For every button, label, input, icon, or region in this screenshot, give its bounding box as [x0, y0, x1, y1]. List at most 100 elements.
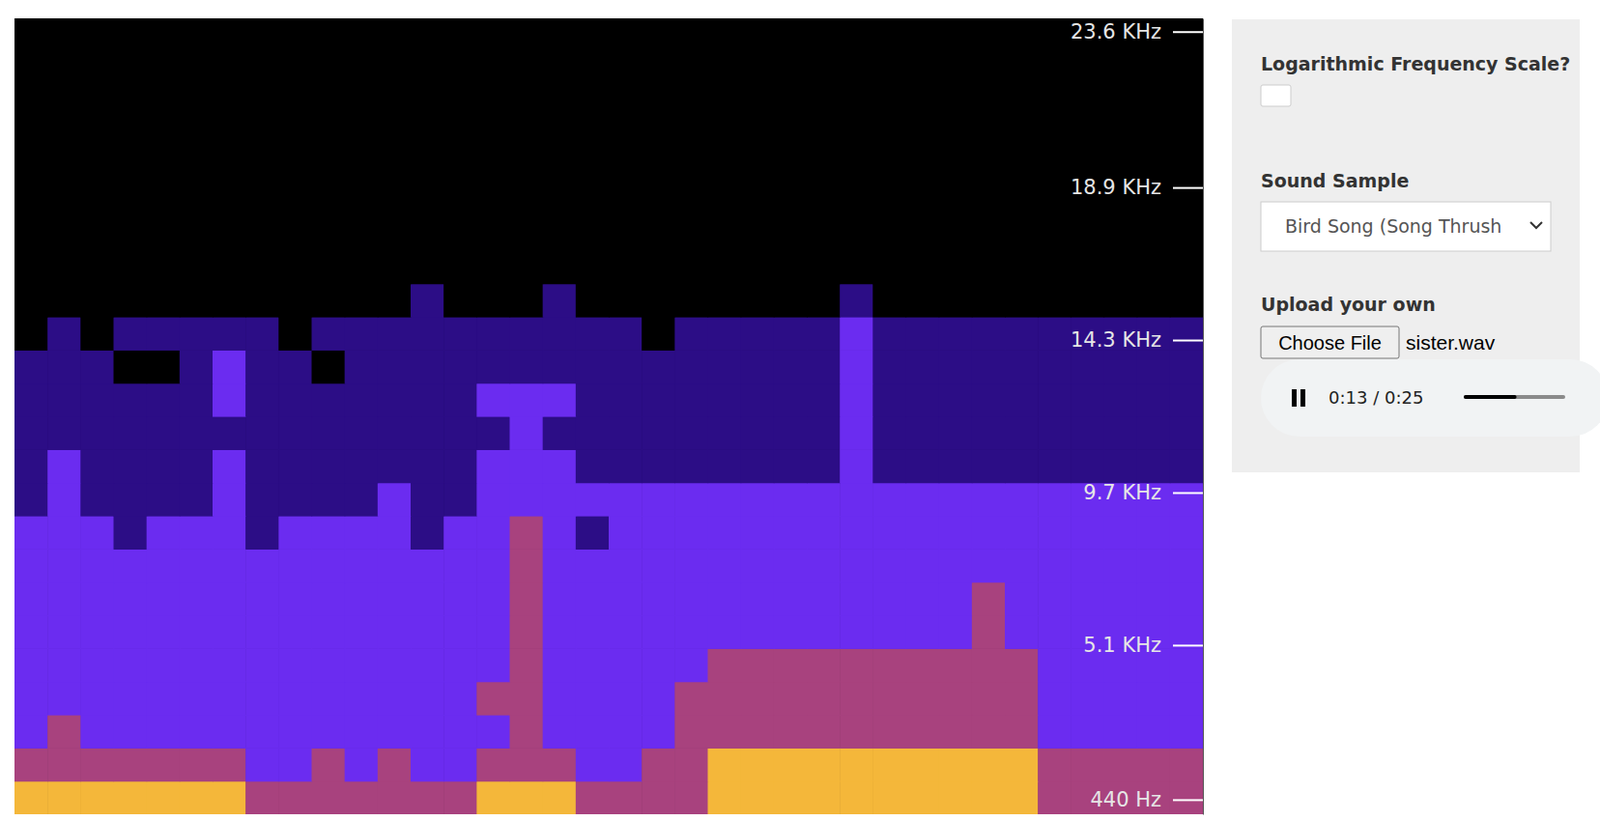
heatmap-cell [410, 747, 445, 782]
heatmap-cell [312, 582, 346, 617]
heatmap-cell [80, 383, 115, 418]
heatmap-cell [773, 416, 808, 451]
heatmap-cell [278, 217, 313, 252]
heatmap-cell [312, 349, 346, 384]
heatmap-cell [939, 515, 973, 550]
checkbox[interactable] [1260, 85, 1291, 107]
file-button[interactable] [1260, 326, 1400, 359]
heatmap-cell [839, 548, 874, 583]
heatmap-cell [146, 682, 181, 716]
heatmap-cell [14, 117, 49, 152]
heatmap-cell [146, 85, 181, 119]
heatmap-cell [773, 217, 808, 252]
heatmap-cell [939, 449, 973, 484]
sample-select[interactable] [1260, 201, 1551, 252]
heatmap-cell [971, 284, 1006, 318]
progress-track[interactable] [1463, 395, 1566, 400]
heatmap-cell [906, 316, 941, 351]
heatmap-cell [1070, 250, 1105, 285]
heatmap-cell [146, 316, 181, 351]
heatmap-cell [839, 284, 874, 318]
heatmap-cell [212, 18, 247, 53]
heatmap-cell [806, 217, 841, 252]
heatmap-cell [806, 85, 841, 119]
pause-icon[interactable] [1291, 389, 1297, 407]
heatmap-cell [410, 383, 445, 418]
heatmap-cell [608, 582, 643, 617]
heatmap-cell [278, 316, 313, 351]
heatmap-cell [1037, 18, 1072, 53]
heatmap-cell [872, 648, 907, 683]
heatmap-cell [708, 615, 743, 650]
heatmap-cell [773, 483, 808, 517]
heatmap-cell [179, 449, 214, 484]
tick-label: 14.3 KHz [1070, 328, 1162, 352]
heatmap-cell [146, 150, 181, 185]
heatmap-cell [741, 383, 775, 418]
control-label: Logarithmic Frequency Scale? [1260, 53, 1571, 75]
heatmap-cell [14, 615, 49, 650]
heatmap-cell [344, 515, 379, 550]
heatmap-cell [906, 449, 941, 484]
heatmap-cell [674, 781, 709, 815]
heatmap-cell [1004, 383, 1039, 418]
heatmap-cell [212, 51, 247, 86]
heatmap-cell [14, 515, 49, 550]
heatmap-cell [872, 781, 907, 815]
heatmap-cell [906, 85, 941, 119]
heatmap-cell [773, 284, 808, 318]
heatmap-cell [906, 615, 941, 650]
heatmap-cell [872, 51, 907, 86]
heatmap-cell [741, 416, 775, 451]
heatmap-cell [245, 548, 280, 583]
heatmap-cell [114, 316, 148, 351]
heatmap-cell [1104, 582, 1139, 617]
heatmap-cell [1070, 51, 1105, 86]
heatmap-cell [971, 682, 1006, 716]
heatmap-cell [344, 582, 379, 617]
heatmap-cell [80, 615, 115, 650]
heatmap-cell [1104, 85, 1139, 119]
heatmap-cell [773, 117, 808, 152]
heatmap-cell [1004, 483, 1039, 517]
heatmap-cell [212, 582, 247, 617]
heatmap-cell [1137, 548, 1172, 583]
heatmap-cell [47, 582, 82, 617]
heatmap-cell [476, 615, 511, 650]
heatmap-cell [674, 615, 709, 650]
heatmap-cell [443, 483, 478, 517]
heatmap-cell [114, 682, 148, 716]
heatmap-cell [641, 349, 676, 384]
heatmap-cell [641, 515, 676, 550]
heatmap-cell [575, 648, 610, 683]
heatmap-cell [1004, 250, 1039, 285]
heatmap-cell [1004, 615, 1039, 650]
tick-label: 18.9 KHz [1070, 175, 1162, 200]
heatmap-cell [608, 483, 643, 517]
heatmap-cell [872, 582, 907, 617]
heatmap-cell [608, 781, 643, 815]
heatmap-cell [80, 217, 115, 252]
heatmap-cell [146, 548, 181, 583]
heatmap-cell [410, 515, 445, 550]
heatmap-cell [212, 383, 247, 418]
pause-icon[interactable] [1300, 389, 1306, 407]
heatmap-cell [608, 217, 643, 252]
heatmap-cell [14, 582, 49, 617]
heatmap-cell [1070, 85, 1105, 119]
heatmap-cell [179, 582, 214, 617]
heatmap-cell [939, 582, 973, 617]
heatmap-cell [80, 483, 115, 517]
heatmap-cell [608, 515, 643, 550]
heatmap-cell [212, 714, 247, 749]
heatmap-cell [1137, 284, 1172, 318]
heatmap-cell [872, 548, 907, 583]
heatmap-cell [1137, 747, 1172, 782]
heatmap-cell [146, 117, 181, 152]
file-name: sister.wav [1405, 331, 1496, 354]
heatmap-cell [708, 117, 743, 152]
heatmap-cell [114, 85, 148, 119]
heatmap-cell [839, 648, 874, 683]
heatmap-cell [674, 18, 709, 53]
heatmap-cell [510, 714, 544, 749]
